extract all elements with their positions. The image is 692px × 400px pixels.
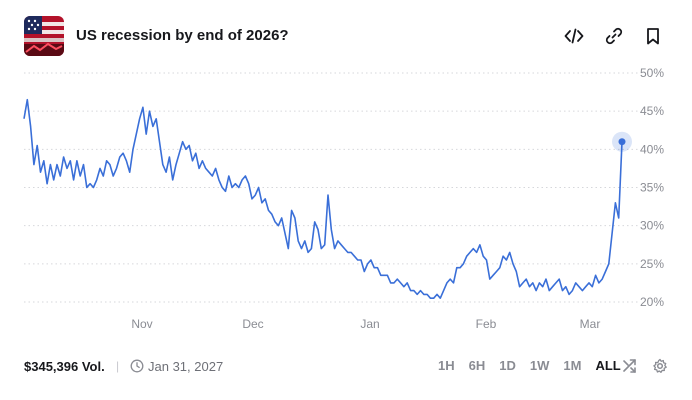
clock-icon bbox=[130, 359, 144, 373]
x-tick-label-mar: Mar bbox=[580, 317, 601, 331]
time-range-selector: 1H 6H 1D 1W 1M ALL bbox=[438, 358, 635, 373]
current-point[interactable] bbox=[618, 138, 626, 146]
y-tick-label: 30% bbox=[640, 219, 664, 233]
embed-button[interactable] bbox=[562, 24, 586, 48]
price-history-chart[interactable]: 50% 45% 40% 35% 30% 25% 20% Nov Dec Jan Feb Mar bbox=[0, 60, 692, 340]
y-tick-label: 50% bbox=[640, 66, 664, 80]
y-tick-label: 35% bbox=[640, 181, 664, 195]
y-tick-label: 20% bbox=[640, 295, 664, 309]
range-1h[interactable]: 1H bbox=[438, 358, 455, 373]
embed-icon bbox=[564, 28, 584, 44]
x-tick-label-feb: Feb bbox=[476, 317, 497, 331]
bookmark-icon bbox=[647, 28, 659, 45]
end-date-label: Jan 31, 2027 bbox=[148, 359, 224, 374]
range-1d[interactable]: 1D bbox=[499, 358, 516, 373]
price-chart-svg[interactable]: 50% 45% 40% 35% 30% 25% 20% Nov Dec Jan Feb Mar bbox=[0, 60, 692, 340]
market-header: US recession by end of 2026? bbox=[24, 14, 668, 58]
range-1m[interactable]: 1M bbox=[563, 358, 582, 373]
footer-separator: | bbox=[116, 359, 120, 373]
us-flag-icon bbox=[24, 16, 64, 56]
y-axis-labels: 50% 45% 40% 35% 30% 25% 20% bbox=[640, 66, 664, 309]
copy-link-button[interactable] bbox=[602, 24, 626, 48]
range-all[interactable]: ALL bbox=[595, 358, 621, 373]
probability-series bbox=[23, 98, 632, 299]
x-tick-label-nov: Nov bbox=[131, 317, 152, 331]
y-tick-label: 45% bbox=[640, 104, 664, 118]
chart-gridlines bbox=[24, 72, 640, 303]
chart-footer: $345,396 Vol. Jan 31, 2027 1H 6H 1D 1W 1M ALL… bbox=[24, 354, 674, 378]
settings-gear-icon[interactable] bbox=[652, 358, 668, 374]
market-thumbnail[interactable] bbox=[24, 16, 64, 56]
volume-label: $345,396 Vol. bbox=[24, 359, 105, 374]
y-tick-label: 40% bbox=[640, 142, 664, 156]
series-line bbox=[23, 98, 623, 299]
market-title: US recession by end of 2026? bbox=[76, 27, 289, 44]
bookmark-button[interactable] bbox=[641, 24, 665, 48]
x-tick-label-dec: Dec bbox=[242, 317, 263, 331]
x-tick-label-jan: Jan bbox=[360, 317, 379, 331]
link-icon bbox=[605, 27, 623, 45]
range-6h[interactable]: 6H bbox=[468, 358, 486, 373]
x-axis-labels: Nov Dec Jan Feb Mar bbox=[131, 317, 600, 331]
range-1w[interactable]: 1W bbox=[529, 358, 550, 373]
shuffle-icon[interactable] bbox=[622, 358, 638, 374]
y-tick-label: 25% bbox=[640, 257, 664, 271]
